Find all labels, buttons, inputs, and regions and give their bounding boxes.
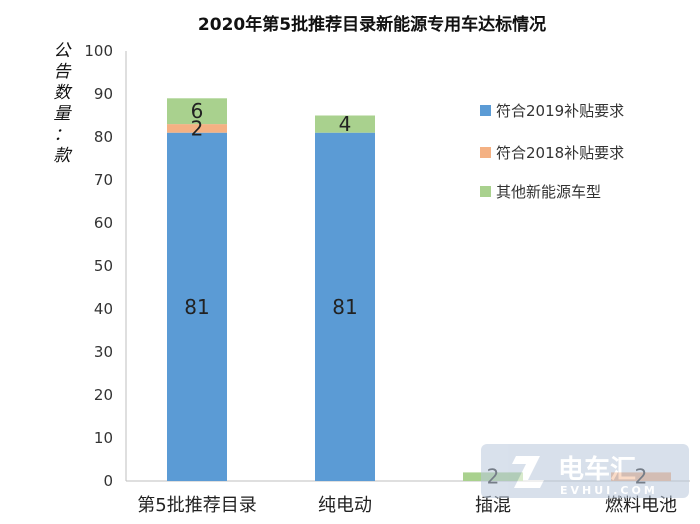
y-axis-label-char: 数 <box>54 83 73 103</box>
y-tick-label: 50 <box>94 257 113 275</box>
legend-swatch <box>480 186 491 197</box>
data-label: 6 <box>191 99 204 123</box>
bar-segment <box>167 98 227 125</box>
y-axis-ticks: 0 10 20 30 40 50 60 70 80 90 100 <box>84 42 113 490</box>
data-label: 4 <box>339 112 352 136</box>
y-tick-label: 20 <box>94 386 113 404</box>
y-tick-label: 30 <box>94 343 113 361</box>
legend-swatch <box>480 105 491 116</box>
y-tick-label: 70 <box>94 171 113 189</box>
legend-label: 符合2019补贴要求 <box>496 102 624 120</box>
y-tick-label: 0 <box>103 472 113 490</box>
watermark-logo-icon <box>512 456 544 488</box>
bar-segment <box>167 124 227 133</box>
data-label: 81 <box>332 295 357 319</box>
legend-label: 符合2018补贴要求 <box>496 144 624 162</box>
y-axis-label-char: 告 <box>54 62 73 82</box>
x-category-label: 第5批推荐目录 <box>137 495 256 516</box>
data-label: 2 <box>191 116 204 140</box>
bar-segment <box>167 132 227 481</box>
bar-segment <box>315 132 375 481</box>
y-axis-label-char: 款 <box>54 146 73 166</box>
watermark-sub-text: EVHUI.COM <box>560 484 658 497</box>
y-axis-label-char: 公 <box>54 41 73 61</box>
y-axis-label-char: ： <box>54 125 71 145</box>
y-tick-label: 40 <box>94 300 113 318</box>
legend-label: 其他新能源车型 <box>496 183 601 201</box>
y-tick-label: 100 <box>84 42 113 60</box>
x-category-label: 纯电动 <box>318 495 372 516</box>
y-tick-label: 80 <box>94 128 113 146</box>
x-category-label: 插混 <box>475 495 511 516</box>
legend-swatch <box>480 147 491 158</box>
bar-segment <box>315 115 375 133</box>
chart-title: 2020年第5批推荐目录新能源专用车达标情况 <box>198 14 546 35</box>
y-tick-label: 60 <box>94 214 113 232</box>
watermark-logo-text: 电车汇 <box>558 454 636 485</box>
y-tick-label: 90 <box>94 85 113 103</box>
x-category-label: 燃料电池 <box>605 495 677 516</box>
y-tick-label: 10 <box>94 429 113 447</box>
x-axis-categories: 第5批推荐目录 纯电动 插混 燃料电池 <box>137 495 677 516</box>
data-label: 81 <box>184 295 209 319</box>
y-axis-label-char: 量 <box>54 104 73 124</box>
